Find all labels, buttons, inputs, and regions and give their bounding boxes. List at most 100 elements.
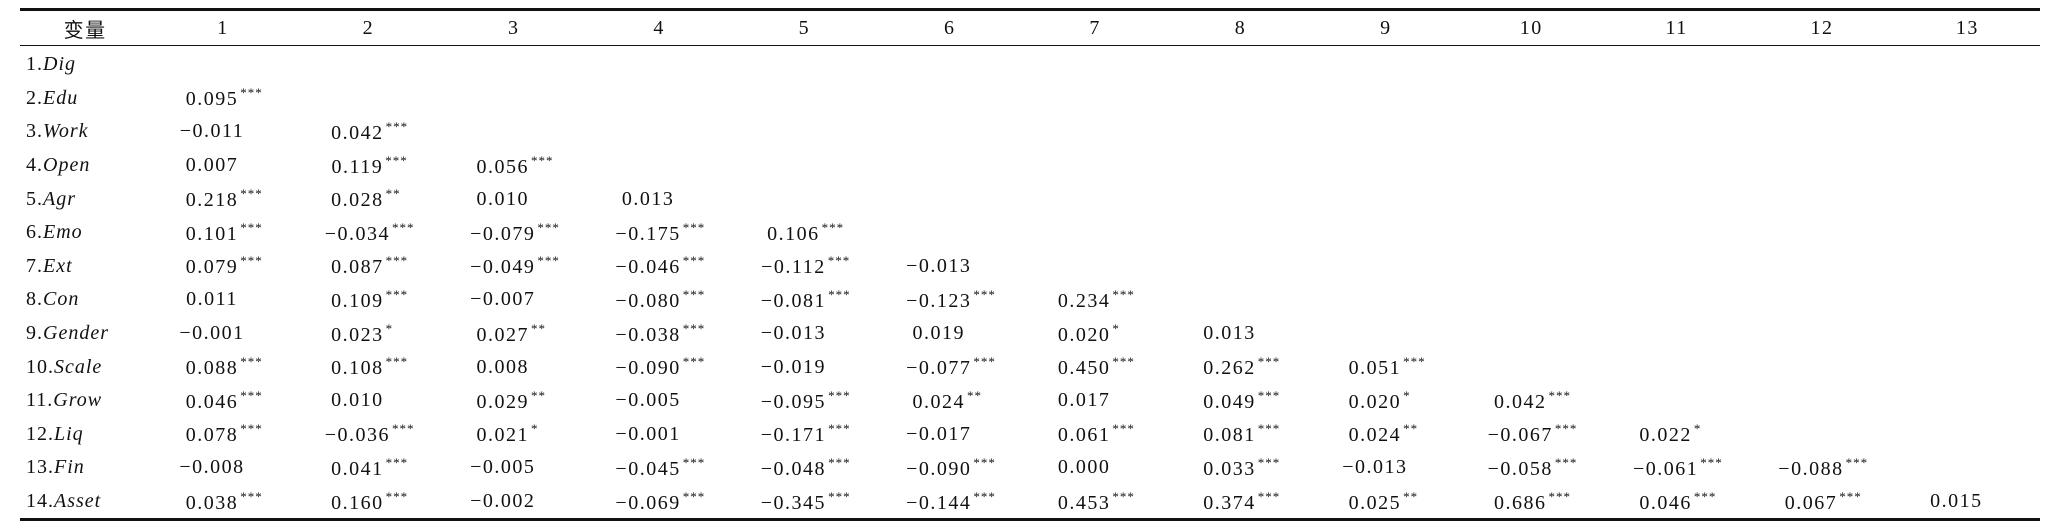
row-number: 8. [26,288,43,311]
correlation-value: 0.686 [1493,491,1547,514]
table-cell: 0.023 * [296,317,441,351]
table-cell [877,46,1022,82]
table-cell [732,149,877,183]
table-cell [1459,149,1604,183]
table-cell: −0.067 *** [1459,418,1604,452]
table-cell [1895,82,2040,116]
table-cell [1895,384,2040,418]
table-cell [1604,82,1749,116]
table-cell: 0.374 *** [1167,484,1314,522]
correlation-value: −0.095 [760,390,827,413]
table-cell: −0.061 *** [1604,451,1749,485]
significance-stars: *** [1257,454,1281,470]
significance-stars: *** [391,219,415,235]
significance-stars: *** [1257,421,1281,437]
table-cell: −0.008 [150,451,295,485]
table-cell [1022,250,1167,284]
table-cell [732,82,877,116]
table-cell: 0.106 *** [732,216,877,250]
correlation-value: 0.000 [1057,456,1111,479]
table-cell: 0.108 *** [296,350,441,384]
table-cell: 0.011 [150,283,295,317]
row-variable-label: 13.Fin [20,451,150,485]
table-cell [1749,350,1894,384]
table-cell: 0.049 *** [1168,384,1313,418]
correlation-value: −0.002 [470,490,536,513]
correlation-value: 0.106 [767,222,820,245]
table-cell: −0.013 [732,317,877,351]
correlation-value: 0.095 [185,88,239,111]
significance-stars: *** [240,387,263,403]
row-variable-label: 6.Emo [20,216,150,250]
correlation-value: 0.067 [1784,491,1838,514]
table-cell [1168,250,1313,284]
significance-stars: *** [385,152,408,168]
correlation-value: 0.023 [331,323,384,346]
table-cell [1313,149,1458,183]
significance-stars: *** [391,421,415,437]
correlation-value: 0.108 [331,357,384,380]
table-row: 2.Edu 0.095 *** [20,82,2040,116]
table-cell [1022,182,1167,216]
significance-stars: ** [530,320,546,336]
table-cell [1895,250,2040,284]
significance-stars: * [530,421,539,437]
correlation-value: 0.088 [185,357,239,380]
table-cell: −0.123 *** [877,283,1022,317]
correlation-value: −0.019 [760,355,827,378]
correlation-value: −0.049 [470,256,536,279]
correlation-value: 0.081 [1203,424,1256,447]
row-variable-label: 10.Scale [20,350,150,384]
table-cell [296,82,441,116]
table-cell [1895,115,2040,149]
table-cell [441,82,586,116]
header-col-13: 13 [1894,8,2040,46]
table-cell: 0.061 *** [1022,418,1167,452]
table-cell [1895,317,2040,351]
table-cell [1749,384,1894,418]
significance-stars: *** [1112,354,1135,370]
correlation-value: 0.160 [331,491,384,514]
table-cell [1313,317,1458,351]
table-cell: −0.046 *** [586,250,731,284]
row-variable-label: 2.Edu [20,82,150,116]
significance-stars: *** [385,488,409,504]
row-number: 6. [26,221,43,244]
correlation-value: 0.234 [1057,289,1111,312]
significance-stars: *** [828,421,851,437]
table-cell: 0.019 [877,317,1022,351]
table-cell: 0.046 *** [1603,484,1750,522]
significance-stars: *** [537,253,560,269]
significance-stars: *** [385,286,409,302]
significance-stars: *** [973,286,996,302]
table-cell [1313,182,1458,216]
significance-stars: *** [682,219,706,235]
table-cell [877,216,1022,250]
table-cell: −0.077 *** [877,350,1022,384]
significance-stars: *** [1839,488,1862,504]
table-cell [1022,216,1167,250]
row-variable-name: Scale [54,355,103,378]
significance-stars: *** [1700,454,1723,470]
table-cell: −0.175 *** [586,216,731,250]
table-cell: 0.686 *** [1458,484,1604,522]
table-cell [1168,283,1313,317]
row-number: 7. [26,254,43,277]
significance-stars: ** [967,387,983,403]
significance-stars: *** [240,354,263,370]
table-cell: 0.041 *** [296,451,441,485]
table-cell [1604,149,1749,183]
correlation-value: 0.061 [1057,424,1111,447]
row-variable-name: Edu [43,86,79,109]
header-col-6: 6 [877,8,1023,46]
table-cell [1895,451,2040,485]
row-variable-label: 8.Con [20,283,150,317]
table-body: 1.Dig 2.Edu 0.095 *** 3.Work −0.011 0.042 *** 4.… [20,46,2040,522]
correlation-value: 0.024 [912,390,966,413]
table-cell: −0.095 *** [732,384,877,418]
correlation-value: 0.450 [1057,357,1111,380]
table-cell [1749,115,1894,149]
table-cell [1022,115,1167,149]
table-cell [1604,283,1749,317]
correlation-value: 0.042 [1493,390,1547,413]
